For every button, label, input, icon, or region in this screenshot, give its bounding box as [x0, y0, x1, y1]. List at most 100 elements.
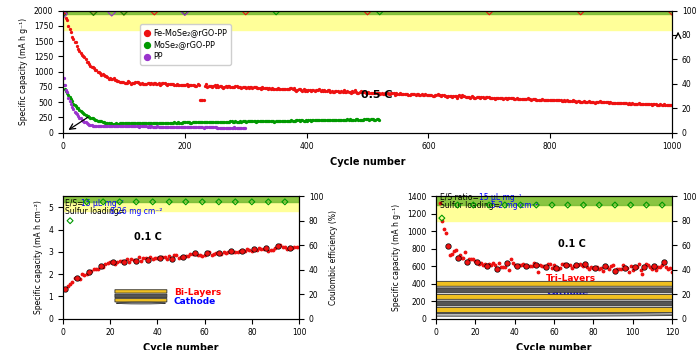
Point: [203, 83, 214, 89]
Point: [342, 117, 353, 122]
Point: [265, 118, 276, 124]
Point: [223, 119, 234, 124]
Point: [153, 120, 164, 126]
Point: [649, 263, 660, 269]
Point: [558, 261, 569, 267]
Point: [552, 266, 564, 272]
Point: [323, 87, 335, 93]
Point: [142, 257, 153, 262]
Point: [238, 119, 249, 124]
Point: [483, 94, 494, 100]
Point: [578, 263, 589, 269]
Point: [293, 244, 304, 250]
Point: [195, 124, 206, 130]
FancyBboxPatch shape: [115, 290, 167, 293]
Point: [176, 82, 188, 88]
Point: [321, 88, 332, 94]
Point: [659, 259, 670, 265]
Point: [239, 119, 251, 124]
Point: [545, 97, 557, 103]
Point: [484, 202, 495, 208]
X-axis label: Cycle number: Cycle number: [516, 343, 592, 350]
Point: [374, 90, 385, 96]
Point: [119, 259, 130, 265]
Point: [205, 83, 216, 89]
Point: [98, 120, 109, 125]
Point: [341, 117, 352, 123]
Point: [398, 91, 409, 97]
Point: [462, 259, 473, 265]
Point: [522, 95, 533, 101]
Point: [545, 261, 556, 267]
Point: [542, 98, 553, 103]
Point: [139, 120, 150, 126]
Point: [177, 124, 188, 130]
Point: [461, 94, 472, 99]
Point: [358, 117, 369, 122]
Point: [661, 264, 672, 270]
Point: [443, 93, 454, 99]
Point: [613, 266, 624, 272]
Point: [209, 82, 220, 88]
Point: [521, 263, 532, 268]
Point: [132, 79, 144, 85]
Point: [267, 247, 279, 253]
Point: [323, 117, 335, 123]
Point: [544, 97, 555, 103]
Point: [395, 91, 407, 97]
Point: [104, 123, 116, 129]
Point: [312, 87, 323, 92]
Point: [631, 101, 643, 106]
Point: [327, 117, 338, 123]
Point: [73, 46, 84, 51]
Point: [516, 97, 527, 102]
Point: [634, 102, 645, 107]
Point: [636, 101, 647, 107]
Point: [561, 97, 572, 103]
Point: [190, 120, 201, 125]
Point: [338, 88, 349, 93]
Point: [317, 88, 328, 94]
Point: [95, 263, 106, 269]
Point: [397, 91, 408, 97]
Point: [192, 81, 203, 87]
Point: [280, 118, 291, 123]
Point: [430, 92, 441, 98]
Point: [409, 92, 420, 97]
Point: [74, 49, 85, 54]
Point: [533, 270, 544, 275]
Y-axis label: Specific capacity (mA h cm⁻²): Specific capacity (mA h cm⁻²): [34, 201, 43, 314]
Point: [166, 256, 177, 262]
Point: [326, 117, 337, 123]
Point: [580, 261, 591, 267]
Point: [60, 286, 71, 292]
Point: [446, 252, 457, 257]
Point: [147, 199, 158, 205]
Point: [633, 261, 644, 267]
Point: [138, 256, 149, 261]
Point: [260, 246, 272, 251]
Point: [60, 86, 71, 91]
Point: [377, 91, 388, 96]
Point: [304, 117, 315, 123]
Point: [60, 10, 71, 16]
Point: [210, 119, 221, 125]
Point: [165, 120, 176, 126]
Point: [180, 120, 191, 125]
Point: [215, 119, 226, 125]
Point: [282, 118, 293, 124]
Point: [328, 117, 339, 123]
Point: [166, 256, 177, 262]
Point: [464, 256, 475, 262]
Point: [573, 98, 584, 104]
Point: [383, 91, 394, 97]
Point: [374, 91, 386, 97]
Point: [386, 90, 397, 96]
Point: [93, 118, 104, 124]
Point: [649, 263, 660, 269]
Point: [130, 79, 141, 85]
Point: [359, 116, 370, 122]
Point: [64, 218, 76, 224]
Point: [321, 117, 332, 123]
Point: [436, 218, 447, 224]
